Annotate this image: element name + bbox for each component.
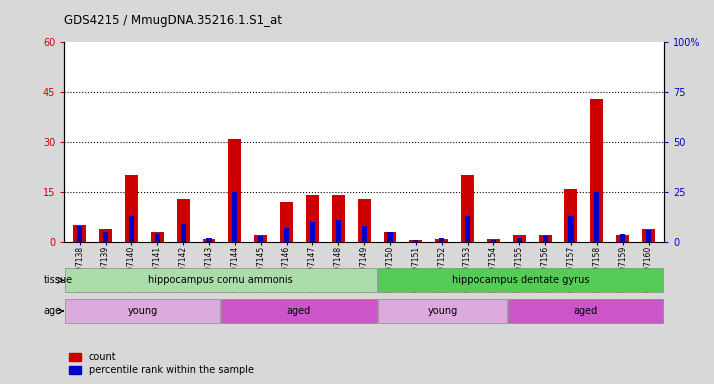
Bar — [125, 175, 138, 242]
Text: hippocampus dentate gyrus: hippocampus dentate gyrus — [452, 275, 589, 285]
Bar — [77, 226, 82, 242]
Text: young: young — [427, 306, 458, 316]
Bar — [646, 230, 651, 242]
Bar — [65, 299, 220, 323]
Text: hippocampus cornu ammonis: hippocampus cornu ammonis — [149, 275, 293, 285]
Bar — [487, 238, 500, 242]
Text: aged: aged — [287, 306, 311, 316]
Bar — [465, 216, 470, 242]
Text: age: age — [44, 306, 61, 316]
Bar — [284, 228, 289, 242]
Bar — [491, 240, 496, 242]
Bar — [565, 189, 578, 242]
Text: GDS4215 / MmugDNA.35216.1.S1_at: GDS4215 / MmugDNA.35216.1.S1_at — [64, 14, 282, 27]
Bar — [439, 238, 444, 242]
Bar — [590, 99, 603, 242]
Bar — [594, 192, 599, 242]
Bar — [203, 238, 216, 242]
Bar — [378, 299, 507, 323]
Bar — [461, 175, 474, 242]
Bar — [155, 234, 160, 242]
Bar — [332, 195, 345, 242]
Bar — [310, 222, 315, 242]
Bar — [280, 202, 293, 242]
Bar — [517, 238, 522, 242]
Bar — [383, 232, 396, 242]
Bar — [616, 235, 629, 242]
Bar — [74, 225, 86, 242]
Bar — [513, 235, 526, 242]
Bar — [221, 299, 377, 323]
Bar — [99, 228, 112, 242]
Text: young: young — [127, 306, 158, 316]
Bar — [258, 236, 263, 242]
Bar — [361, 226, 367, 242]
Bar — [436, 238, 448, 242]
Bar — [568, 216, 573, 242]
Bar — [508, 299, 663, 323]
Text: tissue: tissue — [44, 275, 73, 285]
Bar — [151, 232, 164, 242]
Bar — [206, 238, 211, 242]
Bar — [642, 228, 655, 242]
Bar — [306, 195, 319, 242]
Bar — [181, 224, 186, 242]
Bar — [413, 240, 418, 242]
Legend: count, percentile rank within the sample: count, percentile rank within the sample — [69, 353, 253, 375]
Bar — [103, 232, 109, 242]
Bar — [620, 234, 625, 242]
Bar — [232, 192, 238, 242]
Bar — [378, 268, 663, 293]
Bar — [409, 240, 422, 242]
Bar — [176, 199, 190, 242]
Bar — [538, 235, 551, 242]
Bar — [65, 268, 377, 293]
Bar — [129, 216, 134, 242]
Bar — [388, 232, 393, 242]
Bar — [358, 199, 371, 242]
Bar — [254, 235, 267, 242]
Text: aged: aged — [573, 306, 598, 316]
Bar — [228, 139, 241, 242]
Bar — [336, 220, 341, 242]
Bar — [543, 236, 548, 242]
